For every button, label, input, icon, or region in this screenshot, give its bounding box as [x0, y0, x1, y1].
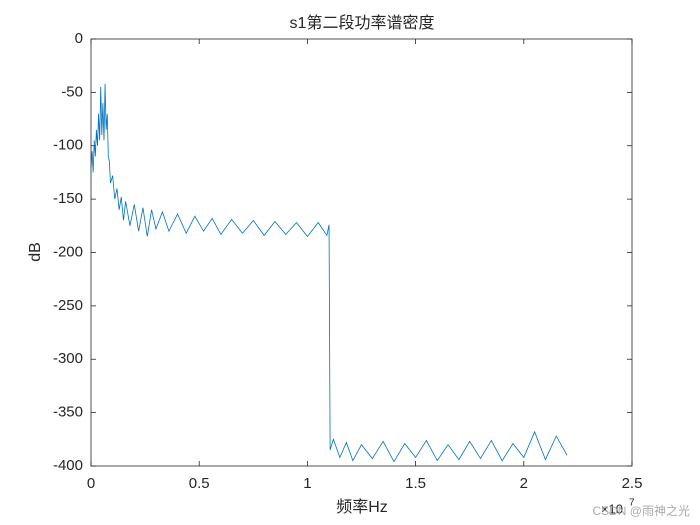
plot-frame [90, 38, 633, 467]
x-tick-label: 2 [520, 475, 528, 492]
watermark: CSDN @雨神之光 [592, 504, 690, 518]
x-tick-label: 1.5 [405, 475, 426, 492]
y-tick-label: -100 [53, 137, 83, 154]
data-line [90, 83, 568, 463]
y-tick-label: -400 [53, 457, 83, 474]
x-tick-label: 0.5 [189, 475, 210, 492]
y-tick-label: -300 [53, 350, 83, 367]
chart-title: s1第二段功率谱密度 [290, 14, 435, 32]
y-tick-label: -200 [53, 243, 83, 260]
y-tick-label: 0 [75, 30, 83, 47]
y-tick-label: -350 [53, 404, 83, 421]
y-tick-label: -150 [53, 190, 83, 207]
x-exponent: 7 [629, 498, 635, 509]
y-tick-label: -250 [53, 297, 83, 314]
x-tick-label: 0 [87, 475, 95, 492]
y-axis-label: dB [27, 242, 44, 262]
x-tick-label: 2.5 [622, 475, 643, 492]
x-multiplier: ×10 [601, 501, 623, 516]
y-tick-label: -50 [61, 83, 83, 100]
x-axis-label: 频率Hz [336, 498, 388, 516]
x-tick-label: 1 [303, 475, 311, 492]
